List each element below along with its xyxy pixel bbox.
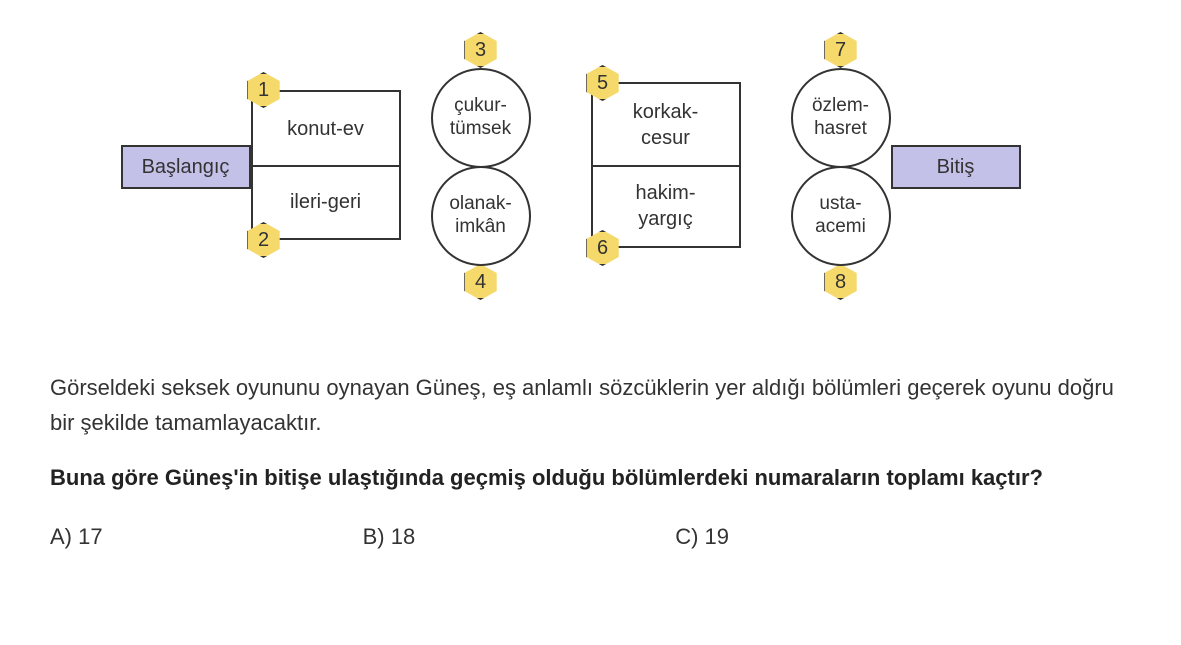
answer-b: B) 18: [363, 524, 416, 550]
answer-options: A) 17 B) 18 C) 19: [50, 524, 1131, 550]
circle-8: usta- acemi: [791, 166, 891, 266]
question-main: Buna göre Güneş'in bitişe ulaştığında ge…: [50, 460, 1131, 495]
circle8-line2: acemi: [815, 216, 866, 239]
circle-4: olanak- imkân: [431, 166, 531, 266]
circle3-line2: tümsek: [450, 118, 511, 141]
answer-a: A) 17: [50, 524, 103, 550]
circle7-line2: hasret: [814, 118, 867, 141]
hexagon-2: 2: [246, 222, 282, 258]
circle-3: çukur- tümsek: [431, 68, 531, 168]
hexagon-3: 3: [463, 32, 499, 68]
circle7-line1: özlem-: [812, 95, 869, 118]
box-pair-2: korkak- cesur hakim- yargıç: [591, 82, 741, 248]
start-label: Başlangıç: [121, 145, 251, 189]
hexagon-5: 5: [585, 65, 621, 101]
hexagon-1: 1: [246, 72, 282, 108]
end-label: Bitiş: [891, 145, 1021, 189]
circle4-line2: imkân: [455, 216, 506, 239]
circle3-line1: çukur-: [454, 95, 507, 118]
circle-7: özlem- hasret: [791, 68, 891, 168]
hexagon-6: 6: [585, 230, 621, 266]
question-intro: Görseldeki seksek oyununu oynayan Güneş,…: [50, 370, 1131, 440]
box-pair-1: konut-ev ileri-geri: [251, 90, 401, 240]
circle4-line1: olanak-: [449, 193, 511, 216]
hopscotch-diagram: Başlangıç konut-ev ileri-geri 1 2 çukur-…: [91, 30, 1091, 330]
circle8-line1: usta-: [819, 193, 861, 216]
hexagon-7: 7: [823, 32, 859, 68]
answer-c: C) 19: [675, 524, 729, 550]
hexagon-4: 4: [463, 264, 499, 300]
hexagon-8: 8: [823, 264, 859, 300]
